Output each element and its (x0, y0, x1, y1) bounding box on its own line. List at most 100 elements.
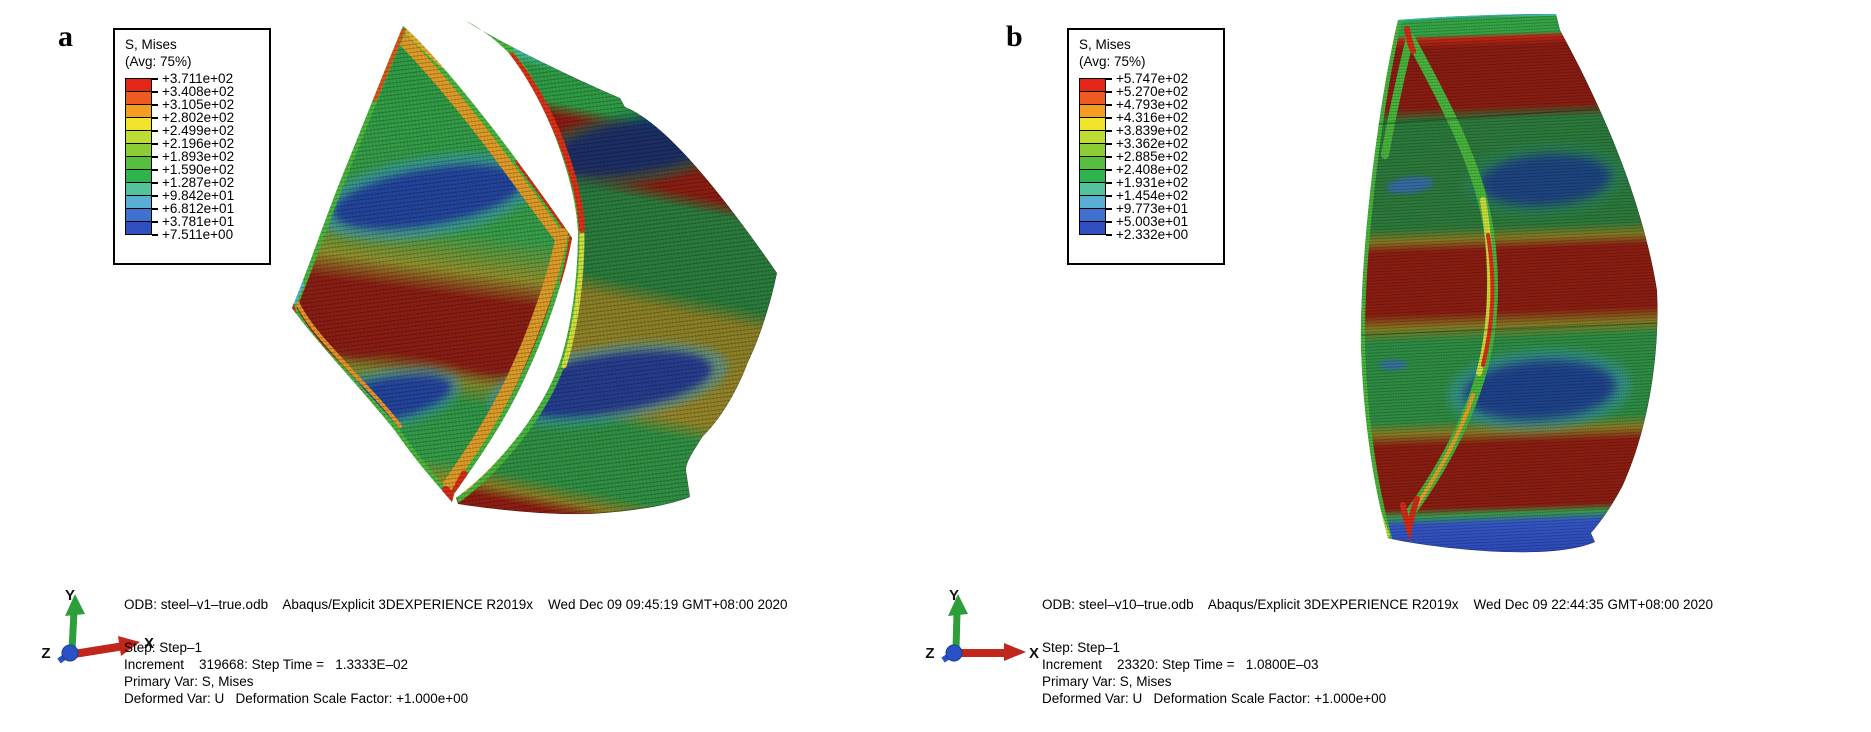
tick-mark-icon (1106, 142, 1112, 145)
legend-tick-label: +3.711e+02 (162, 71, 234, 86)
deformed-var-line: Deformed Var: U Deformation Scale Factor… (1042, 691, 1387, 706)
legend-swatches (1079, 78, 1106, 235)
tick-mark-icon (152, 233, 158, 236)
tick-mark-icon (152, 207, 158, 210)
legend-tick-label: +1.931e+02 (1116, 175, 1189, 190)
legend-color-swatch (1079, 182, 1106, 196)
y-axis-arrowhead (65, 594, 85, 616)
legend-tick-label: +1.287e+02 (162, 175, 235, 190)
legend-tick: +9.773e+01 (1106, 201, 1189, 216)
tick-mark-icon (1106, 207, 1112, 210)
legend-tick: +3.711e+02 (152, 71, 234, 86)
tick-mark-icon (1106, 233, 1112, 236)
legend-subtitle: (Avg: 75%) (125, 54, 192, 69)
z-axis-label: Z (41, 645, 50, 662)
tick-mark-icon (1106, 77, 1112, 80)
tick-mark-icon (1106, 168, 1112, 171)
legend-tick-label: +4.793e+02 (1116, 97, 1189, 112)
legend-a: S, Mises (Avg: 75%) +3.711e+02 +3.408e+02… (113, 28, 271, 265)
primary-var-line: Primary Var: S, Mises (1042, 674, 1172, 689)
legend-color-swatch (1079, 169, 1106, 183)
legend-color-swatch (125, 208, 152, 222)
legend-tick: +7.511e+00 (152, 227, 234, 242)
tick-mark-icon (1106, 129, 1112, 132)
tick-mark-icon (1106, 116, 1112, 119)
legend-title: S, Mises (125, 37, 177, 52)
legend-tick-label: +9.773e+01 (1116, 201, 1189, 216)
legend-color-swatch (1079, 208, 1106, 222)
tick-mark-icon (1106, 90, 1112, 93)
legend-tick-label: +2.332e+00 (1116, 227, 1189, 242)
deformed-var-line: Deformed Var: U Deformation Scale Factor… (124, 691, 469, 706)
legend-color-swatch (1079, 104, 1106, 118)
legend-tick: +5.270e+02 (1106, 84, 1188, 99)
legend-color-swatch (125, 221, 152, 235)
legend-color-swatch (1079, 221, 1106, 235)
legend-tick: +3.839e+02 (1106, 123, 1188, 138)
increment-line: Increment 319668: Step Time = 1.3333E–02 (124, 657, 409, 672)
legend-tick: +5.003e+01 (1106, 214, 1189, 229)
panel-label-a: a (58, 20, 73, 53)
legend-tick-label: +1.454e+02 (1116, 188, 1189, 203)
legend-tick-label: +5.003e+01 (1116, 214, 1189, 229)
legend-tick: +1.893e+02 (152, 149, 234, 164)
viewport-annotation-a: ODB: steel–v1–true.odb Abaqus/Explicit 3… (124, 596, 788, 707)
legend-ticks: +5.747e+02 +5.270e+02 +4.793e+02 +4.316e+02… (1106, 71, 1189, 242)
tick-mark-icon (152, 168, 158, 171)
legend-tick-label: +2.196e+02 (162, 136, 235, 151)
step-line: Step: Step–1 (1042, 640, 1121, 655)
legend-color-scale: +3.711e+02 +3.408e+02 +3.105e+02 +2.802e+02… (125, 71, 269, 251)
z-axis-ball (61, 644, 79, 662)
tick-mark-icon (1106, 194, 1112, 197)
legend-tick: +6.812e+01 (152, 201, 234, 216)
legend-tick-label: +4.316e+02 (1116, 110, 1189, 125)
legend-color-scale: +5.747e+02 +5.270e+02 +4.793e+02 +4.316e+02… (1079, 71, 1223, 251)
legend-tick: +2.332e+00 (1106, 227, 1189, 242)
mesh-grid-overlay (292, 21, 777, 515)
x-axis-arrowhead (1004, 643, 1026, 661)
legend-tick: +2.499e+02 (152, 123, 234, 138)
tick-mark-icon (152, 90, 158, 93)
mesh-b-artwork (1360, 14, 1658, 553)
legend-tick: +4.793e+02 (1106, 97, 1189, 112)
legend-tick: +3.408e+02 (152, 84, 234, 99)
legend-color-swatch (125, 130, 152, 144)
legend-tick: +1.454e+02 (1106, 188, 1189, 203)
legend-color-swatch (125, 182, 152, 196)
tick-mark-icon (152, 155, 158, 158)
legend-tick-label: +9.842e+01 (162, 188, 235, 203)
legend-tick: +2.802e+02 (152, 110, 234, 125)
legend-color-swatch (125, 78, 152, 92)
legend-tick-label: +3.105e+02 (162, 97, 235, 112)
x-axis-arrow (73, 642, 125, 658)
legend-tick: +1.931e+02 (1106, 175, 1189, 190)
legend-color-swatch (1079, 130, 1106, 144)
panel-label-b: b (1006, 20, 1023, 53)
x-axis-arrowhead (118, 636, 140, 656)
z-axis-label: Z (925, 645, 934, 662)
axis-triad-b: Y X Z (925, 587, 1039, 663)
y-axis-arrowhead (948, 594, 968, 616)
tick-mark-icon (152, 103, 158, 106)
legend-color-swatch (1079, 195, 1106, 209)
legend-color-swatch (125, 156, 152, 170)
tick-mark-icon (1106, 220, 1112, 223)
legend-tick-label: +7.511e+00 (162, 227, 234, 242)
tick-mark-icon (152, 194, 158, 197)
y-axis-label: Y (949, 587, 959, 604)
legend-tick: +5.747e+02 (1106, 71, 1188, 86)
legend-tick: +1.287e+02 (152, 175, 235, 190)
tick-mark-icon (152, 181, 158, 184)
z-axis-ball (945, 644, 963, 662)
mesh-a-artwork (292, 21, 777, 515)
tick-mark-icon (152, 129, 158, 132)
legend-tick: +9.842e+01 (152, 188, 235, 203)
stress-contour-mesh-a (292, 21, 777, 515)
x-axis-label: X (1029, 645, 1039, 662)
step-line: Step: Step–1 (124, 640, 203, 655)
axis-triad-a: Y X Z (41, 587, 154, 664)
legend-tick: +4.316e+02 (1106, 110, 1189, 125)
y-axis-arrow (952, 611, 961, 651)
mesh-grid-overlay (1360, 14, 1658, 553)
